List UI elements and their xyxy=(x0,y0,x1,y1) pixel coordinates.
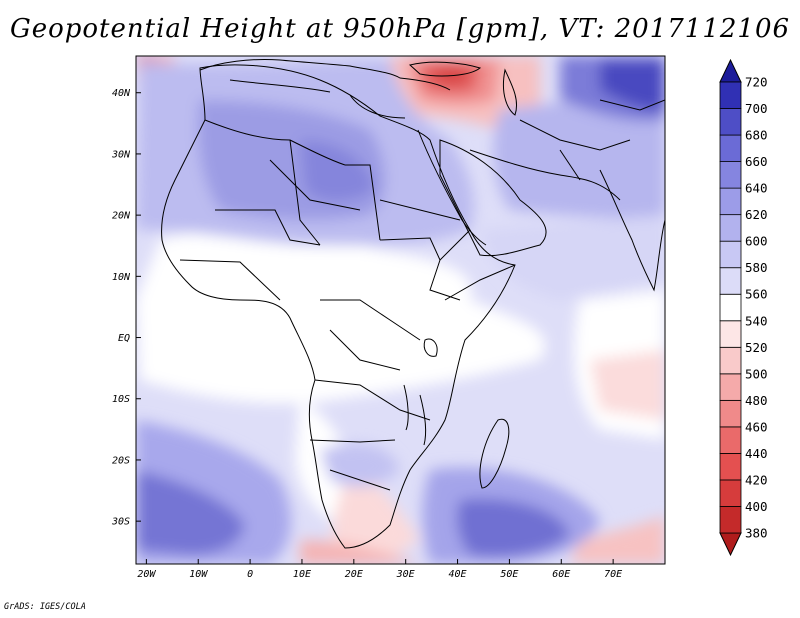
lon-tick-label: 60E xyxy=(552,569,570,580)
colorbar-label: 420 xyxy=(745,472,768,487)
colorbar-swatch xyxy=(719,187,742,216)
colorbar-swatch xyxy=(719,479,742,507)
colorbar-label: 640 xyxy=(745,181,768,196)
colorbar-label: 440 xyxy=(745,446,768,461)
colorbar-label: 400 xyxy=(745,499,768,514)
colorbar-swatch xyxy=(719,267,742,295)
colorbar-swatch xyxy=(719,346,742,375)
colorbar-swatch xyxy=(719,214,742,242)
colorbar-swatch xyxy=(719,320,742,348)
colorbar-swatch xyxy=(719,399,742,428)
colorbar-label: 660 xyxy=(745,154,768,169)
plot-frame xyxy=(135,55,666,565)
colorbar-swatch xyxy=(719,506,742,534)
colorbar-label: 540 xyxy=(745,313,768,328)
lat-tick-label: 10N xyxy=(112,272,131,283)
colorbar-swatch xyxy=(719,293,742,322)
lat-tick-label: 20N xyxy=(112,211,131,222)
lon-tick-label: 40E xyxy=(449,569,467,580)
colorbar-label: 600 xyxy=(745,234,768,249)
colorbar-label: 380 xyxy=(745,526,768,541)
lon-tick-label: 20W xyxy=(137,569,156,580)
colorbar-bottom-triangle xyxy=(719,532,742,557)
lon-tick-label: 30E xyxy=(396,569,415,580)
colorbar-label: 680 xyxy=(745,128,768,143)
colorbar-label: 460 xyxy=(745,419,768,434)
colorbar-swatch xyxy=(719,426,742,454)
lon-tick-label: 10E xyxy=(293,569,311,580)
colorbar: 380 400 420 440 460 480 500 520 540 560 580 600 620 6… xyxy=(719,58,768,557)
lon-tick-label: 0 xyxy=(247,569,253,580)
coastlines xyxy=(161,59,665,549)
lat-tick-label: 10S xyxy=(112,394,130,405)
lat-tick-label: 20S xyxy=(112,455,130,466)
lat-tick-label: 30N xyxy=(111,149,131,160)
colorbar-swatch xyxy=(719,108,742,136)
height-field xyxy=(136,56,665,564)
colorbar-top-triangle xyxy=(719,58,742,83)
credit-label: GrADS: IGES/COLA xyxy=(4,602,86,612)
colorbar-swatch xyxy=(719,453,742,481)
lon-tick-label: 50E xyxy=(500,569,518,580)
colorbar-label: 700 xyxy=(745,101,768,116)
colorbar-label: 720 xyxy=(745,75,768,90)
colorbar-swatch xyxy=(719,373,742,401)
colorbar-label: 500 xyxy=(745,366,768,381)
colorbar-label: 620 xyxy=(745,207,768,222)
lon-tick-label: 70E xyxy=(604,569,622,580)
lat-tick-label: 40N xyxy=(112,88,131,99)
colorbar-label: 520 xyxy=(745,340,768,355)
lat-tick-label: 30S xyxy=(111,517,130,528)
lon-tick-label: 20E xyxy=(345,569,363,580)
colorbar-label: 580 xyxy=(745,260,768,275)
colorbar-label: 560 xyxy=(745,287,768,302)
colorbar-swatch xyxy=(719,161,742,189)
axis-ticks: 20W 10W 0 10E 20E 30E 40E 50E 60E 70E 40N 30N 20N 10N… xyxy=(111,88,622,580)
colorbar-swatch xyxy=(719,134,742,162)
lon-tick-label: 10W xyxy=(189,569,208,580)
lat-tick-label: EQ xyxy=(118,333,130,344)
map-title: Geopotential Height at 950hPa [gpm], VT:… xyxy=(9,14,791,44)
colorbar-label: 480 xyxy=(745,393,768,408)
colorbar-swatch xyxy=(719,240,742,269)
colorbar-swatch xyxy=(719,81,742,109)
